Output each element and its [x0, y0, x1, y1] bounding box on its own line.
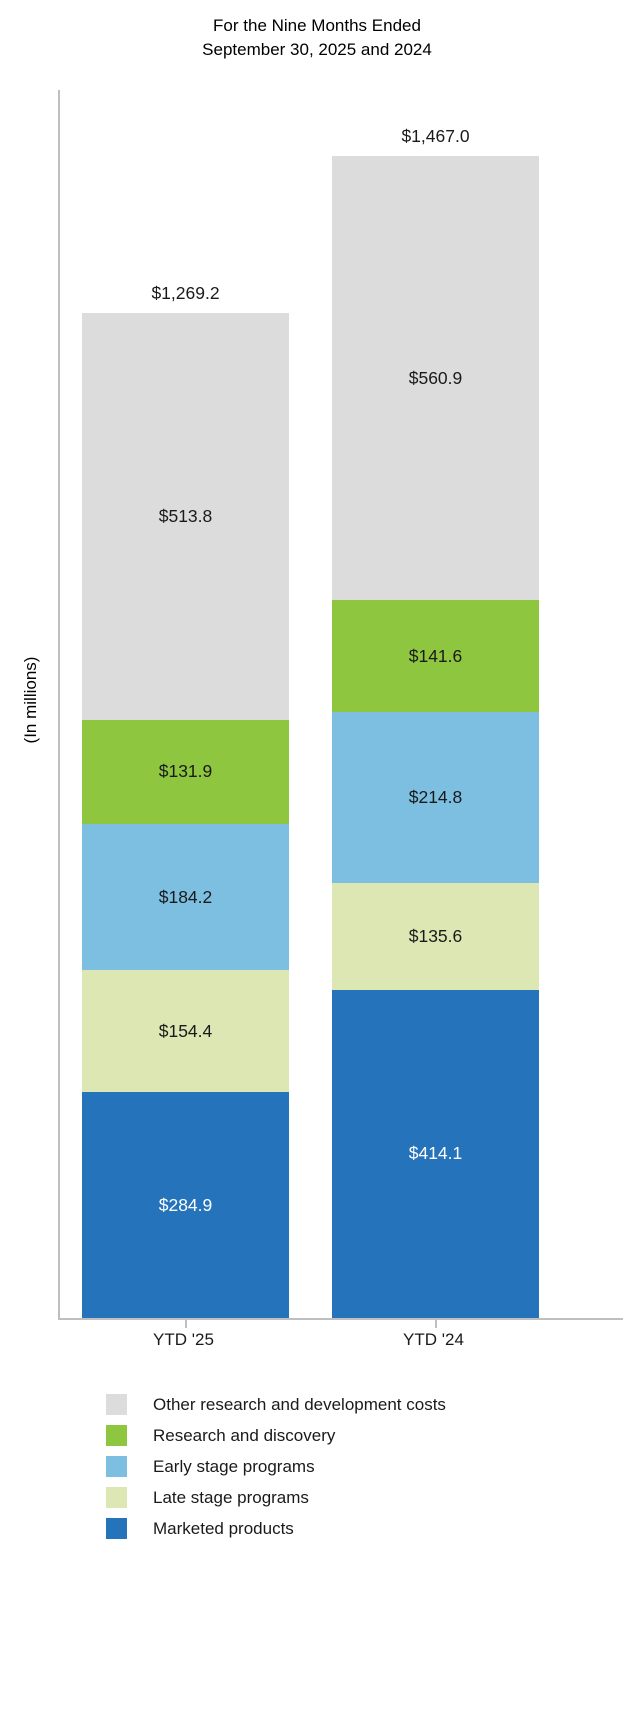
legend-swatch-other-research-and-development-costs: [106, 1394, 127, 1415]
segment-marketed-products: $284.9: [82, 1092, 289, 1318]
segment-value-label: $141.6: [408, 645, 463, 666]
segment-early-stage-programs: $184.2: [82, 824, 289, 971]
segment-late-stage-programs: $135.6: [332, 882, 539, 990]
legend-swatch-research-and-discovery: [106, 1425, 127, 1446]
chart-title-line-1: For the Nine Months Ended: [213, 16, 421, 35]
legend-swatch-early-stage-programs: [106, 1456, 127, 1477]
segment-value-label: $214.8: [408, 787, 463, 807]
segment-value-label: $131.9: [158, 761, 213, 782]
bar-ytd-25: $513.8 $131.9 $184.2 $154.4 $284.9: [82, 312, 289, 1318]
legend-item-late-stage-programs: Late stage programs: [106, 1482, 446, 1513]
x-axis-tick: [434, 1320, 437, 1328]
legend-swatch-late-stage-programs: [106, 1487, 127, 1508]
segment-value-label: $560.9: [408, 367, 463, 388]
legend-label: Other research and development costs: [153, 1394, 446, 1414]
y-axis-label: (In millions): [21, 656, 40, 744]
chart-title-line-2: September 30, 2025 and 2024: [202, 40, 432, 59]
bar-total-label: $1,269.2: [151, 282, 220, 303]
segment-research-and-discovery: $131.9: [82, 719, 289, 825]
legend-item-research-and-discovery: Research and discovery: [106, 1420, 446, 1451]
x-axis-tick: [184, 1320, 187, 1328]
segment-late-stage-programs: $154.4: [82, 970, 289, 1093]
segment-value-label: $513.8: [158, 505, 213, 526]
legend-label: Early stage programs: [153, 1456, 315, 1476]
legend-item-marketed-products: Marketed products: [106, 1513, 446, 1544]
bar-ytd-24: $560.9 $141.6 $214.8 $135.6 $414.1: [332, 156, 539, 1318]
bar-total-label: $1,467.0: [401, 126, 470, 146]
segment-value-label: $135.6: [408, 925, 463, 946]
segment-value-label: $184.2: [158, 886, 213, 907]
segment-value-label: $154.4: [158, 1020, 213, 1041]
legend: Other research and development costs Rese…: [106, 1389, 446, 1544]
chart-title: For the Nine Months Ended September 30, …: [0, 14, 634, 62]
segment-marketed-products: $414.1: [332, 989, 539, 1318]
x-axis-label-ytd-24: YTD '24: [403, 1330, 464, 1349]
plot-area: $513.8 $131.9 $184.2 $154.4 $284.9 $1,269.2 $5…: [58, 90, 623, 1328]
legend-swatch-marketed-products: [106, 1518, 127, 1539]
segment-value-label: $284.9: [158, 1194, 213, 1215]
legend-label: Research and discovery: [153, 1425, 336, 1445]
legend-item-other-research-and-development-costs: Other research and development costs: [106, 1389, 446, 1420]
segment-early-stage-programs: $214.8: [332, 712, 539, 883]
legend-label: Late stage programs: [153, 1487, 309, 1507]
x-axis-label-ytd-25: YTD '25: [153, 1330, 214, 1349]
legend-item-early-stage-programs: Early stage programs: [106, 1451, 446, 1482]
segment-other-research-and-development-costs: $513.8: [82, 312, 289, 720]
segment-value-label: $414.1: [408, 1143, 463, 1164]
legend-label: Marketed products: [153, 1518, 294, 1538]
segment-other-research-and-development-costs: $560.9: [332, 156, 539, 601]
segment-research-and-discovery: $141.6: [332, 600, 539, 713]
